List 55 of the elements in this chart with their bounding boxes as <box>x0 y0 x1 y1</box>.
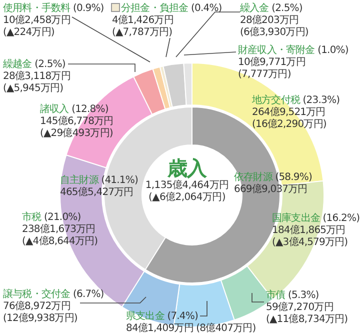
text: 59億7,270万円 <box>266 302 334 314</box>
text: 10億2,458万円 <box>3 15 72 27</box>
slice-label: 市税 <box>22 212 42 223</box>
slice-label: 譲与税・交付金 <box>3 289 70 300</box>
text: (▲4億8,644万円) <box>22 236 98 248</box>
text: (▲7,787万円) <box>112 27 174 39</box>
data-label: (41.1%) <box>101 175 138 186</box>
text: (6億3,930万円) <box>240 27 308 39</box>
text: 465億5,427万円 <box>60 187 134 199</box>
text: 238億1,673万円 <box>22 224 96 236</box>
text: 4億1,426万円 <box>112 15 174 27</box>
slice-label: 財産収入・寄附金 <box>238 45 315 56</box>
text: 145億6,778万円 <box>40 116 114 128</box>
data-label: (7.4%) <box>167 311 198 322</box>
slice-label: 市債 <box>266 290 286 301</box>
data-label: (1.0%) <box>318 45 348 56</box>
slice-label: 国庫支出金 <box>272 213 320 224</box>
text: (▲5,945万円) <box>3 83 64 95</box>
text: (▲224万円) <box>3 27 56 39</box>
slice-label: 自主財源 <box>60 175 98 186</box>
slice-label: 依存財源 <box>234 172 272 183</box>
text: 84億1,409万円 (8億407万円) <box>126 323 256 334</box>
data-label: (2.5%) <box>272 3 302 14</box>
text: (12億9,938万円) <box>3 313 78 325</box>
text: (7,777万円) <box>238 69 292 81</box>
slice-label: 繰越金 <box>3 59 32 70</box>
text: 264億9,521万円 <box>252 107 326 118</box>
text: (16億2,290万円) <box>252 119 328 131</box>
slice-label: 県支出金 <box>126 311 164 322</box>
legend-label: 分担金・負担金 <box>121 3 188 14</box>
text: 10億9,771万円 <box>238 57 306 69</box>
text: 歳入 <box>166 156 208 180</box>
text: (▲3億4,579万円) <box>272 237 349 249</box>
text: (▲29億493万円) <box>40 128 114 140</box>
data-label: (21.0%) <box>44 212 81 223</box>
slice-label: 地方交付税 <box>252 95 300 106</box>
data-label: (0.4%) <box>190 3 222 14</box>
text: 28億3,118万円 <box>3 71 70 83</box>
data-label: (58.9%) <box>275 172 312 183</box>
data-label: (16.2%) <box>322 213 360 224</box>
data-label: (2.5%) <box>34 59 66 70</box>
slice-label: 繰入金 <box>240 3 269 14</box>
data-label: (12.8%) <box>72 104 108 115</box>
text: (▲11億8,734万円) <box>266 314 348 326</box>
slice-label: 諸収入 <box>40 104 69 115</box>
text: 184億1,865万円 <box>272 225 346 236</box>
data-label: (0.9%) <box>72 3 104 14</box>
text: 1,135億4,464万円 <box>144 180 230 192</box>
data-label: (6.7%) <box>72 289 104 300</box>
text: 28億203万円 <box>240 15 300 26</box>
data-label: (23.3%) <box>302 95 340 106</box>
data-label: (5.3%) <box>288 290 319 301</box>
text: (▲6億2,064万円) <box>148 192 226 204</box>
text: 76億8,972万円 <box>3 301 72 312</box>
slice-label: 使用料・手数料 <box>3 3 70 14</box>
